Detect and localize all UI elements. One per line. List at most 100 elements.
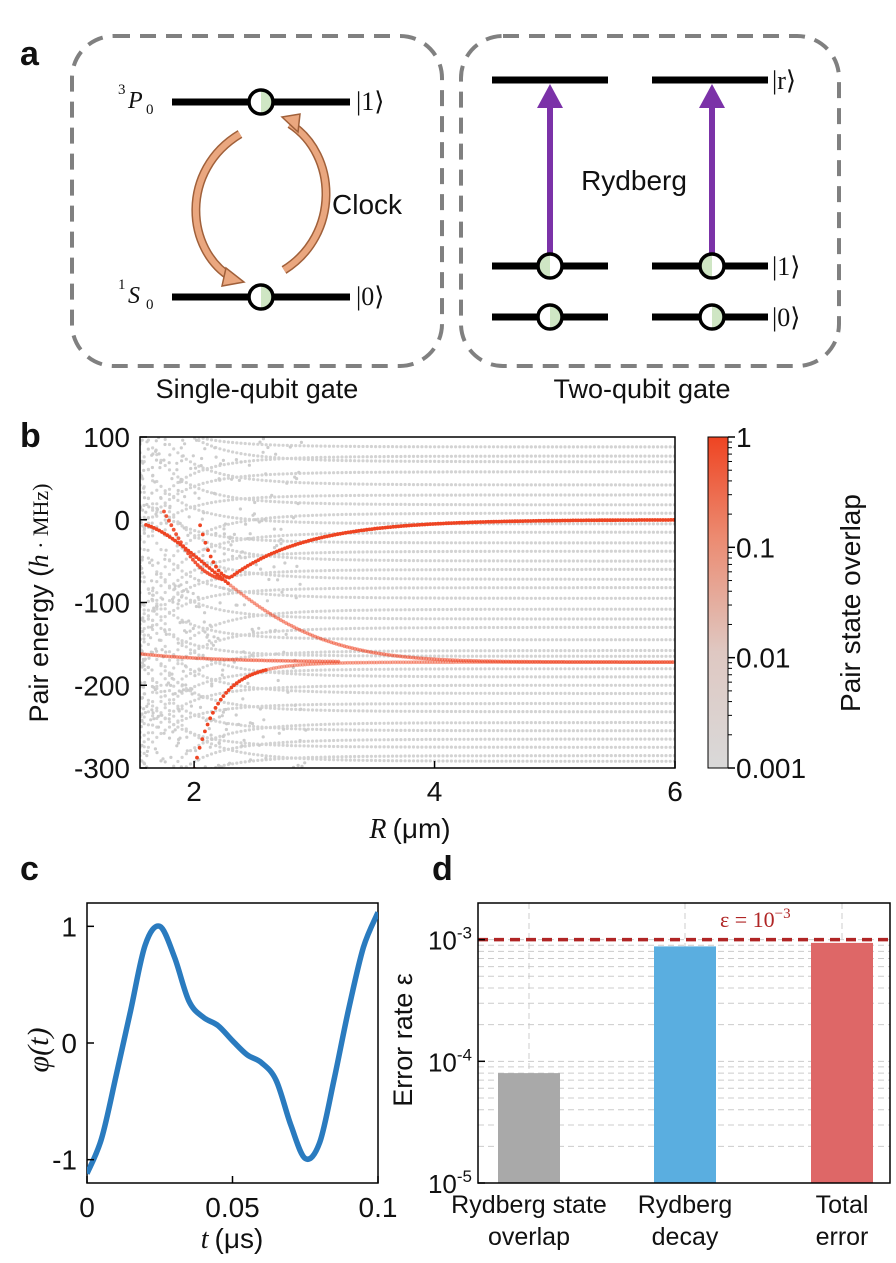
highlight-dot — [653, 518, 657, 522]
highlight-dot — [483, 660, 488, 664]
highlight-dot — [441, 660, 445, 665]
highlight-dot — [540, 660, 545, 664]
highlight-dot — [530, 659, 535, 664]
highlight-dot — [219, 577, 224, 582]
highlight-dot — [433, 522, 438, 526]
highlight-dot — [599, 660, 603, 664]
highlight-dot — [472, 660, 477, 664]
highlight-dot — [200, 532, 205, 537]
highlight-dot — [292, 663, 297, 668]
highlight-dot — [580, 660, 585, 664]
highlight-dot — [336, 659, 341, 664]
highlight-dot — [322, 661, 326, 666]
highlight-dot — [638, 660, 643, 664]
highlight-dot — [197, 745, 202, 750]
highlight-dot — [612, 660, 617, 664]
highlight-dot — [593, 660, 598, 664]
highlight-dot — [507, 660, 511, 664]
highlight-dot — [406, 660, 411, 665]
highlight-dot — [216, 701, 221, 706]
highlight-dot — [193, 560, 198, 565]
highlight-dot — [312, 659, 317, 664]
highlight-dot — [377, 660, 382, 665]
highlight-dot — [243, 658, 248, 662]
highlight-dot — [633, 660, 638, 664]
highlight-dot — [268, 611, 273, 616]
highlight-dot — [454, 660, 459, 664]
highlight-dot — [475, 520, 480, 524]
highlight-dot — [345, 660, 350, 665]
highlight-dot — [660, 660, 665, 664]
highlight-dot — [175, 540, 180, 545]
highlight-dot — [494, 519, 499, 524]
highlight-dot — [634, 518, 639, 522]
highlight-dot — [446, 660, 451, 665]
highlight-dot — [206, 548, 210, 552]
highlight-dot — [306, 662, 310, 667]
highlight-dot — [546, 660, 550, 664]
highlight-dot — [364, 660, 369, 665]
highlight-dot — [234, 587, 238, 592]
highlight-dot — [348, 660, 353, 665]
highlight-dot — [581, 660, 585, 664]
highlight-dot — [639, 518, 644, 522]
highlight-dot — [404, 660, 408, 665]
highlight-dot — [169, 654, 174, 659]
highlight-dot — [164, 514, 169, 518]
highlight-dot — [505, 519, 509, 524]
highlight-dot — [475, 660, 480, 664]
highlight-dot — [425, 660, 429, 665]
highlight-dot — [236, 589, 241, 594]
highlight-dot — [494, 660, 498, 664]
highlight-dot — [409, 523, 414, 528]
highlight-dot — [194, 555, 199, 559]
highlight-dot — [631, 660, 636, 664]
highlight-dot — [474, 659, 479, 663]
colorbar-label: Pair state overlap — [835, 494, 866, 712]
highlight-dot — [650, 518, 655, 522]
highlight-dot — [480, 659, 484, 663]
highlight-dot — [560, 660, 564, 664]
y-tick-label: 1 — [61, 911, 77, 942]
highlight-dot — [263, 608, 267, 613]
highlight-dot — [645, 518, 649, 522]
highlight-dot — [554, 660, 558, 664]
highlight-dot — [544, 660, 548, 664]
highlight-dot — [496, 660, 501, 664]
highlight-dot — [428, 522, 433, 526]
two-qubit-box — [459, 34, 841, 368]
highlight-dot — [571, 518, 575, 523]
highlight-dot — [399, 524, 403, 528]
highlight-dot — [641, 660, 646, 664]
highlight-dot — [644, 660, 648, 664]
bar — [811, 942, 873, 1183]
highlight-dot — [388, 660, 392, 665]
panel-d-label: d — [432, 850, 453, 888]
highlight-dot — [626, 518, 631, 522]
highlight-dot — [655, 518, 660, 522]
x-tick-label: 6 — [667, 776, 683, 807]
lower-label-main: S — [128, 283, 140, 309]
highlight-dot — [671, 660, 675, 664]
highlight-dot — [427, 657, 431, 661]
highlight-dot — [226, 581, 230, 586]
highlight-dot — [205, 722, 210, 727]
highlight-dot — [451, 660, 456, 665]
x-category-label: overlap — [488, 1223, 570, 1251]
highlight-dot — [665, 660, 669, 664]
highlight-dot — [359, 660, 363, 665]
highlight-dot — [319, 661, 324, 666]
highlight-dot — [531, 519, 536, 523]
y-tick-label: 10-4 — [428, 1045, 472, 1077]
rydberg-label: Rydberg — [581, 165, 687, 196]
single-qubit-box — [70, 34, 444, 368]
highlight-dot — [427, 660, 432, 665]
highlight-dot — [308, 662, 313, 666]
highlight-dot — [604, 660, 609, 664]
highlight-dot — [528, 660, 533, 664]
highlight-dot — [332, 661, 337, 666]
y-tick-label: 100 — [83, 422, 130, 453]
colorbar-tick-label: 0.01 — [736, 643, 791, 674]
highlight-dot — [202, 561, 207, 566]
